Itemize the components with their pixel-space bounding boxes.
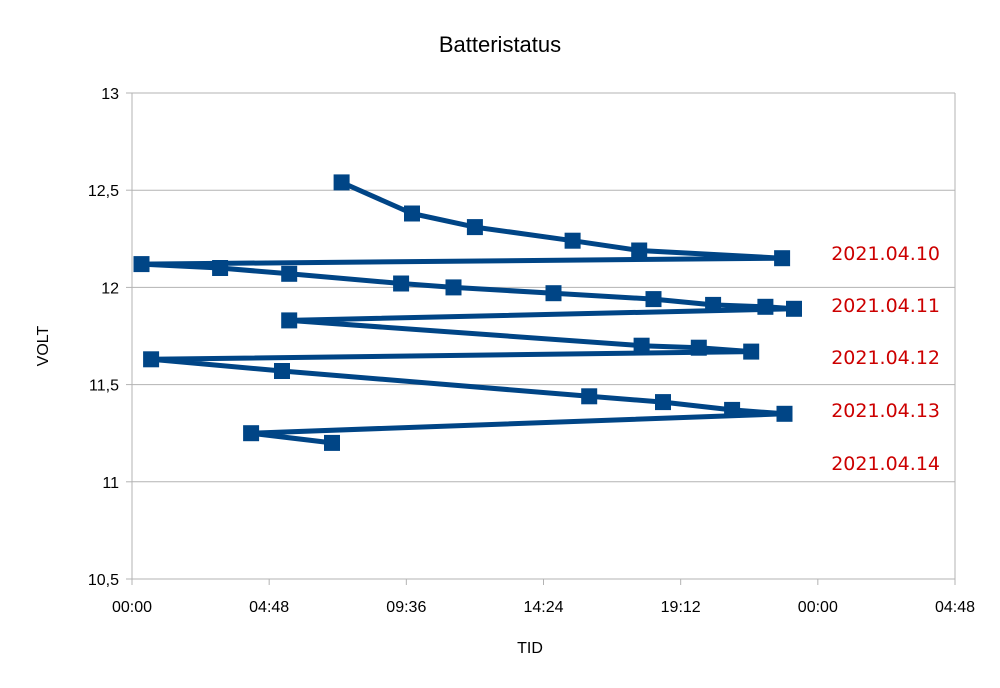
series (133, 174, 802, 451)
y-tick-label: 13 (101, 86, 119, 103)
annotation-label: 2021.04.12 (831, 347, 940, 369)
data-point-marker (705, 296, 722, 313)
data-point-marker (757, 298, 774, 315)
x-tick-label: 00:00 (112, 599, 152, 616)
y-axis-label: VOLT (35, 325, 52, 366)
y-tick-label: 11,5 (89, 378, 119, 395)
data-point-marker (143, 351, 160, 368)
axes: 13 12,5 12 11,5 11 10,5 00:00 04:48 09:36 14:24 19… (88, 86, 975, 616)
annotation-label: 2021.04.14 (831, 453, 940, 475)
chart-title: Batteristatus (439, 32, 561, 57)
annotation-label: 2021.04.13 (831, 400, 940, 422)
data-point-marker (645, 291, 662, 308)
data-point-marker (281, 265, 298, 282)
data-point-marker (243, 425, 260, 442)
data-point-marker (564, 232, 581, 249)
data-point-marker (743, 343, 760, 360)
data-point-marker (281, 312, 298, 329)
y-tick-label: 10,5 (88, 572, 119, 589)
data-point-marker (655, 394, 671, 411)
grid (131, 92, 956, 580)
annotation-label: 2021.04.11 (831, 295, 940, 317)
data-point-marker (393, 275, 410, 292)
y-tick-label: 12 (101, 280, 119, 297)
y-tick-label: 12,5 (88, 183, 119, 200)
x-tick-label: 04:48 (935, 599, 975, 616)
x-tick-label: 09:36 (386, 599, 426, 616)
data-point-marker (545, 285, 562, 302)
data-point-marker (633, 337, 650, 354)
data-point-marker (324, 434, 340, 451)
data-point-marker (786, 300, 802, 317)
x-tick-label: 04:48 (249, 599, 289, 616)
data-point-marker (774, 250, 791, 267)
data-point-marker (445, 279, 462, 296)
x-tick-label: 19:12 (661, 599, 701, 616)
x-tick-label: 00:00 (798, 599, 838, 616)
data-point-marker (724, 401, 741, 418)
data-point-marker (212, 260, 229, 276)
data-point-marker (404, 205, 420, 222)
series-line (139, 180, 797, 446)
data-point-marker (333, 174, 350, 191)
y-tick-label: 11 (102, 475, 119, 492)
data-point-marker (274, 363, 290, 379)
x-tick-label: 14:24 (523, 599, 563, 616)
annotations: 2021.04.10 2021.04.11 2021.04.12 2021.04… (831, 243, 940, 475)
data-point-marker (690, 339, 707, 356)
data-point-marker (133, 256, 150, 273)
data-point-marker (776, 405, 793, 422)
annotation-label: 2021.04.10 (831, 243, 940, 265)
data-point-marker (466, 219, 483, 236)
x-axis-label: TID (517, 640, 543, 657)
data-point-marker (581, 388, 598, 405)
data-point-marker (631, 242, 648, 259)
